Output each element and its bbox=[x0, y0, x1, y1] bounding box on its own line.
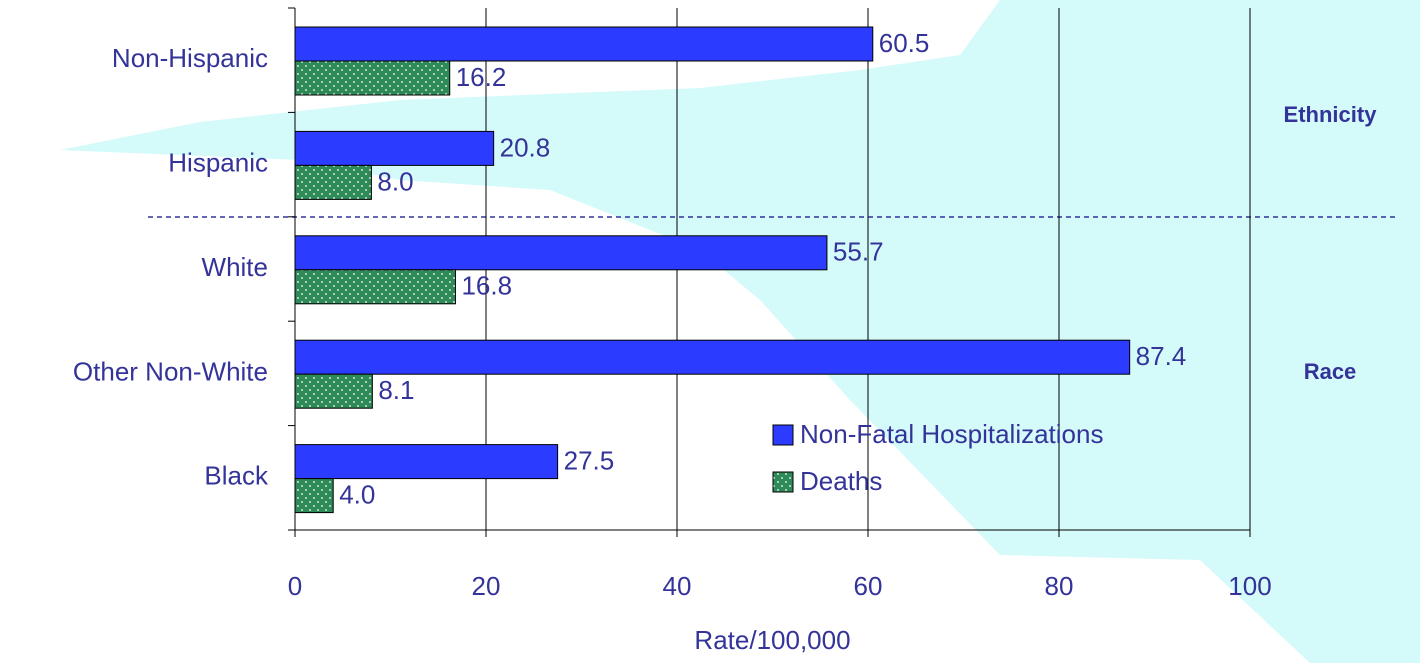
bar bbox=[294, 339, 1131, 375]
bar bbox=[294, 444, 559, 480]
legend-swatch bbox=[772, 424, 794, 446]
background-map bbox=[60, 0, 1420, 663]
value-label: 4.0 bbox=[339, 479, 375, 509]
value-label: 16.8 bbox=[461, 271, 512, 301]
y-tick-label: Hispanic bbox=[168, 147, 268, 177]
group-label: Race bbox=[1304, 359, 1357, 384]
value-label: 16.2 bbox=[456, 62, 507, 92]
value-label: 60.5 bbox=[879, 28, 930, 58]
value-label: 8.1 bbox=[378, 375, 414, 405]
value-label: 8.0 bbox=[377, 166, 413, 196]
x-tick-label: 0 bbox=[288, 571, 302, 601]
bar bbox=[294, 235, 828, 271]
legend-label: Deaths bbox=[800, 466, 882, 496]
value-label: 55.7 bbox=[833, 237, 884, 267]
bar bbox=[294, 26, 874, 62]
x-axis-label: Rate/100,000 bbox=[694, 625, 850, 655]
y-tick-label: Other Non-White bbox=[73, 356, 268, 386]
x-tick-label: 20 bbox=[472, 571, 501, 601]
y-tick-label: Black bbox=[204, 461, 269, 491]
x-tick-label: 40 bbox=[663, 571, 692, 601]
bar bbox=[294, 164, 372, 200]
value-label: 87.4 bbox=[1136, 341, 1187, 371]
bar bbox=[294, 60, 451, 96]
legend-label: Non-Fatal Hospitalizations bbox=[800, 419, 1103, 449]
x-tick-label: 60 bbox=[854, 571, 883, 601]
bar bbox=[294, 478, 334, 514]
x-tick-label: 100 bbox=[1228, 571, 1271, 601]
y-tick-label: White bbox=[202, 252, 268, 282]
legend-swatch bbox=[772, 471, 794, 493]
y-tick-label: Non-Hispanic bbox=[112, 43, 268, 73]
bar bbox=[294, 269, 456, 305]
bar bbox=[294, 130, 495, 166]
value-label: 20.8 bbox=[500, 132, 551, 162]
value-label: 27.5 bbox=[564, 445, 615, 475]
x-tick-label: 80 bbox=[1045, 571, 1074, 601]
bar bbox=[294, 373, 373, 409]
group-label: Ethnicity bbox=[1284, 102, 1378, 127]
